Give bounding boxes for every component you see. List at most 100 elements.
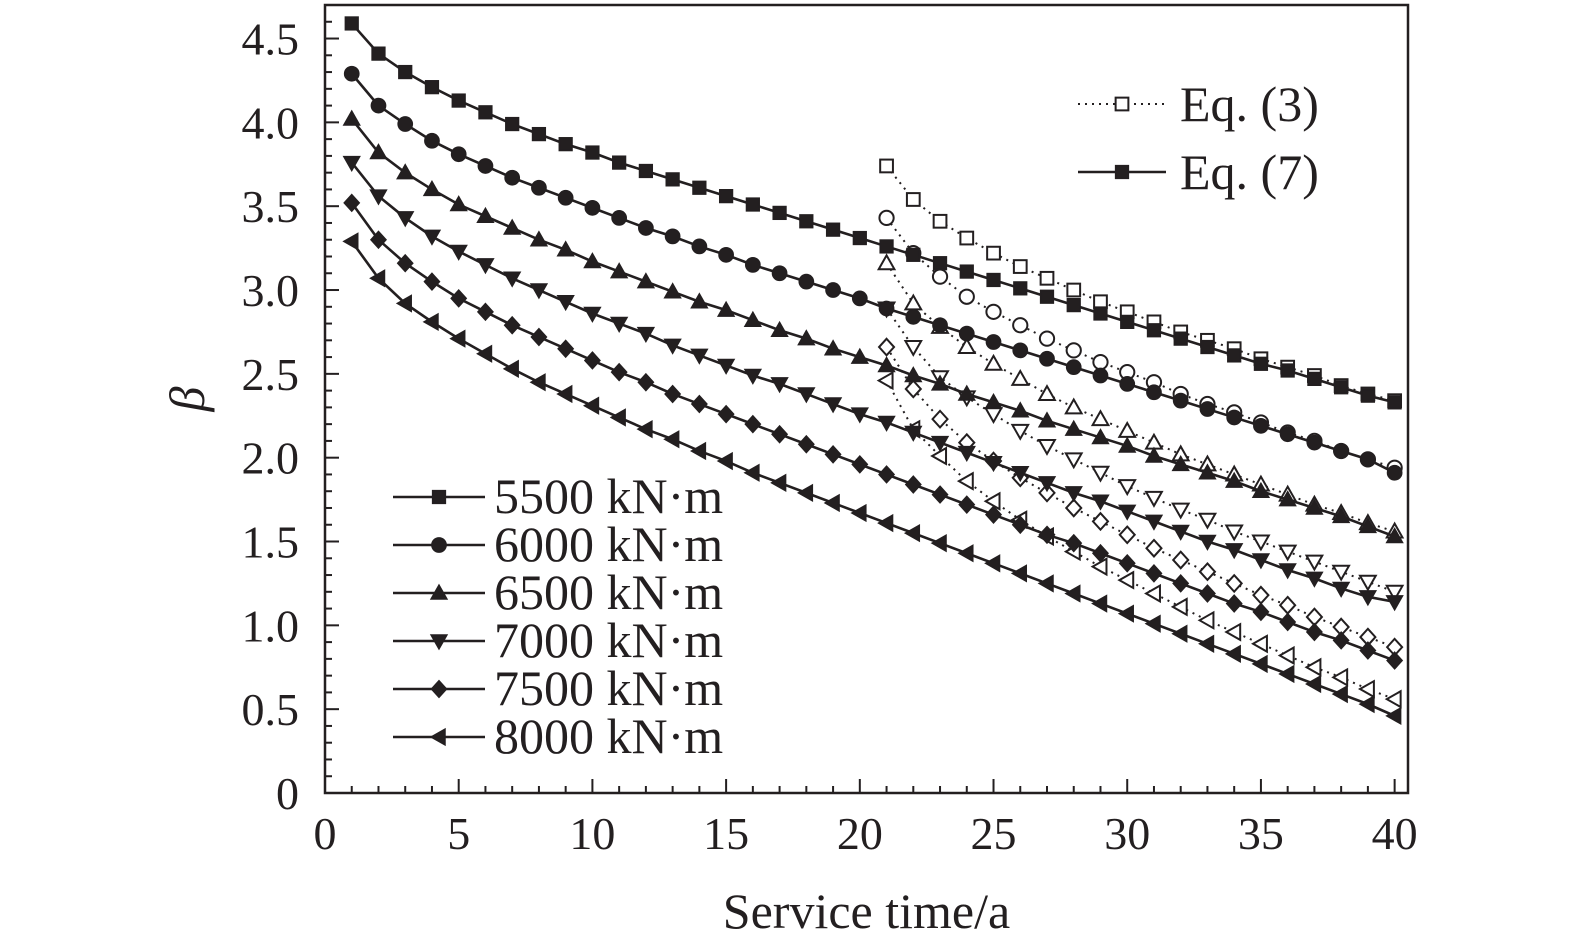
eq7-point — [1199, 401, 1216, 417]
eq3-point — [879, 158, 894, 174]
eq7-point — [636, 326, 656, 344]
eq7-point — [932, 256, 948, 271]
eq3-point — [1304, 554, 1324, 572]
eq7-point — [691, 238, 708, 255]
eq7-point — [1118, 504, 1137, 521]
eq7-point — [1251, 654, 1268, 674]
eq7-point — [1198, 634, 1215, 653]
eq7-point — [531, 179, 547, 196]
eq7-point — [556, 295, 575, 312]
eq7-point — [958, 325, 975, 342]
eq7-series-line — [350, 22, 1395, 404]
eq3-point — [876, 370, 894, 391]
eq7-point — [663, 430, 680, 449]
eq7-point — [1119, 376, 1136, 392]
eq7-point — [583, 351, 601, 370]
eq7-point — [984, 554, 1001, 573]
eq7-point — [1360, 388, 1376, 403]
eq7-point — [1279, 426, 1296, 443]
eq7-point — [957, 445, 976, 463]
eq7-point — [478, 105, 493, 120]
eq7-point — [1011, 466, 1030, 483]
eq7-point — [1118, 553, 1136, 573]
eq7-point — [744, 256, 761, 273]
eq7-point — [585, 145, 600, 160]
eq3-point — [1037, 438, 1057, 456]
eq7-point — [717, 404, 735, 424]
eq3-point — [1012, 259, 1028, 274]
eq7-point — [609, 262, 629, 279]
eq7-point — [505, 116, 520, 132]
eq7-point — [984, 455, 1003, 473]
x-tick-label: 40 — [1372, 808, 1418, 859]
eq7-point — [905, 308, 922, 325]
eq7-point — [449, 244, 468, 261]
eq3-point — [1197, 512, 1218, 530]
eq7-point — [477, 158, 494, 174]
eq7-point — [476, 344, 493, 363]
eq7-point — [1145, 564, 1163, 583]
eq3-point — [1252, 585, 1270, 605]
eq7-point — [797, 434, 815, 454]
eq7-point — [957, 384, 976, 401]
eq7-point — [1280, 363, 1295, 378]
eq7-point — [770, 473, 787, 492]
eq7-point — [743, 368, 763, 385]
eq7-point — [1253, 417, 1269, 434]
eq3-point — [1197, 610, 1215, 630]
eq7-point — [422, 312, 439, 332]
eq7-point — [450, 289, 468, 308]
y-tick-labels: 0 0.5 1.0 1.5 2.0 2.5 3.0 3.5 4.0 4.5 — [242, 14, 300, 819]
eq3-point — [1144, 490, 1164, 508]
eq3-point — [1090, 409, 1111, 427]
legend-series-marker — [429, 727, 446, 747]
eq7-point — [1172, 392, 1189, 409]
eq7-point — [716, 358, 736, 375]
eq7-point — [476, 258, 495, 275]
eq3-point — [1144, 583, 1161, 604]
eq7-point — [1358, 694, 1375, 714]
eq7-point — [797, 329, 816, 346]
eq7-point — [851, 290, 868, 307]
eq7-point — [798, 273, 815, 290]
eq7-point — [449, 195, 468, 212]
eq7-point — [1278, 563, 1297, 580]
eq3-point — [957, 337, 977, 355]
x-tick-label: 5 — [447, 808, 470, 859]
eq7-point — [986, 272, 1001, 288]
eq3-point — [1277, 645, 1295, 666]
eq7-point — [396, 163, 415, 180]
eq7-point — [797, 387, 816, 404]
eq7-point — [665, 172, 680, 187]
eq7-point — [1039, 350, 1055, 367]
eq7-point — [957, 544, 974, 563]
eq3-point — [1384, 689, 1402, 709]
legend-series-marker — [429, 634, 449, 651]
eq7-point — [530, 327, 548, 347]
eq7-point — [930, 435, 950, 452]
eq7-series-6 — [342, 232, 1402, 726]
eq7-point — [369, 143, 388, 160]
eq3-point — [903, 293, 923, 311]
eq7-point — [583, 252, 602, 269]
eq3-point — [1224, 622, 1242, 642]
y-tick-label: 4.5 — [242, 14, 300, 65]
legend-series-marker — [429, 583, 449, 600]
x-tick-label: 35 — [1238, 808, 1284, 859]
eq7-point — [958, 495, 976, 514]
eq7-point — [852, 230, 867, 246]
eq7-point — [422, 180, 442, 197]
eq3-point — [1171, 502, 1191, 520]
eq3-series-line — [885, 217, 1395, 469]
eq3-point — [876, 253, 897, 271]
eq7-point — [636, 272, 656, 289]
eq3-point — [1357, 679, 1375, 699]
eq7-point — [930, 534, 947, 553]
eq7-point — [531, 126, 547, 142]
y-tick-label: 0.5 — [242, 684, 300, 735]
eq3-point — [1171, 550, 1190, 570]
eq7-point — [1385, 706, 1402, 726]
eq7-point — [557, 189, 574, 206]
legend-series-marker — [430, 679, 448, 699]
eq3-point — [904, 379, 923, 399]
